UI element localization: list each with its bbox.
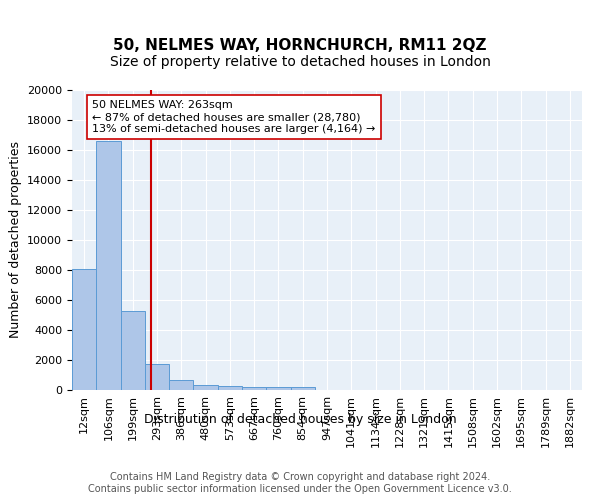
Text: Contains HM Land Registry data © Crown copyright and database right 2024.
Contai: Contains HM Land Registry data © Crown c…	[88, 472, 512, 494]
Bar	[266, 387, 290, 390]
Bar	[290, 388, 315, 390]
Bar	[242, 386, 266, 390]
Text: Distribution of detached houses by size in London: Distribution of detached houses by size …	[143, 412, 457, 426]
Bar	[218, 386, 242, 390]
Y-axis label: Number of detached properties: Number of detached properties	[8, 142, 22, 338]
Bar	[169, 380, 193, 390]
Bar	[121, 310, 145, 390]
Text: 50, NELMES WAY, HORNCHURCH, RM11 2QZ: 50, NELMES WAY, HORNCHURCH, RM11 2QZ	[113, 38, 487, 52]
Bar	[72, 268, 96, 390]
Bar	[145, 364, 169, 390]
Text: Size of property relative to detached houses in London: Size of property relative to detached ho…	[110, 55, 490, 69]
Bar	[96, 141, 121, 390]
Bar	[193, 385, 218, 390]
Text: 50 NELMES WAY: 263sqm
← 87% of detached houses are smaller (28,780)
13% of semi-: 50 NELMES WAY: 263sqm ← 87% of detached …	[92, 100, 376, 134]
